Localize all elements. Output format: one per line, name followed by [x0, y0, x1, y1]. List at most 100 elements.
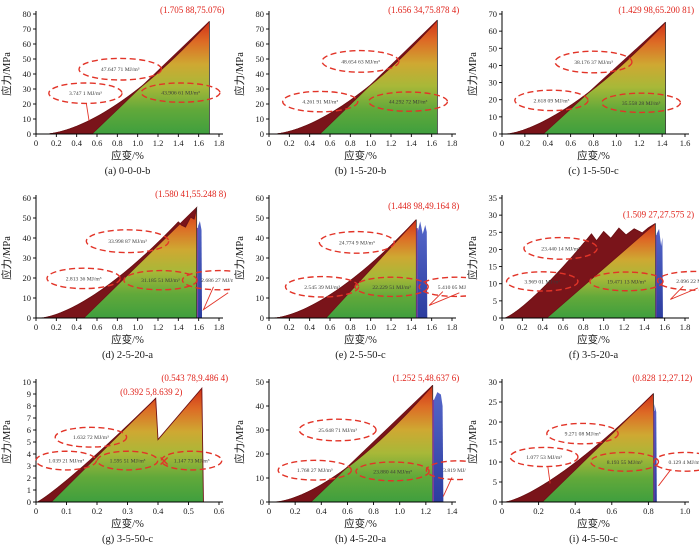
subplot-svg-a: 0 0.2 0.4 0.6 0.8 1.0 1.2 1.4 1.6 1.8 0 10 20 30 40 50 6…: [0, 5, 225, 177]
subplot-i: 0 0.2 0.4 0.6 0.8 1.0 0 5 10 15 20 25 30 应力/MPa 应变/% (i…: [466, 368, 699, 552]
subplot-d: 0 0.2 0.4 0.6 0.8 1.0 1.2 1.4 1.6 1.8 0 10 20 30 40 50 6…: [0, 184, 233, 368]
subplot-e: 0 0.2 0.4 0.6 0.8 1.0 1.2 1.4 1.6 1.8 0 10 20 30 40 50 6…: [233, 184, 466, 368]
x-tick-label: 1.8: [214, 138, 225, 148]
peak-coordinate-label: (0.392 5,8.639 2): [120, 387, 182, 397]
x-axis-title: 应变/%: [577, 333, 610, 346]
x-axis-title: 应变/%: [111, 333, 144, 346]
energy-annotation-text: 1.147 73 MJ/m³: [174, 459, 210, 465]
energy-annotation-ellipse: [282, 90, 359, 113]
energy-annotation-ellipse: [554, 50, 633, 74]
energy-annotation-text: 1.632 72 MJ/m³: [73, 435, 109, 441]
x-tick-label: 1.6: [680, 138, 691, 148]
x-tick-label: 1.6: [193, 322, 204, 332]
y-tick-label: 15: [489, 437, 498, 447]
y-tick-label: 5: [27, 437, 31, 447]
x-tick-label: 0.4: [71, 138, 82, 148]
x-tick-label: 0.4: [304, 138, 315, 148]
stress-strain-area: [274, 20, 438, 134]
subplot-b: 0 0.2 0.4 0.6 0.8 1.0 1.2 1.4 1.6 1.8 0 10 20 30 40 50 6…: [233, 0, 466, 184]
x-tick-label: 1.2: [153, 138, 164, 148]
energy-annotation-ellipse: [35, 450, 98, 471]
residual-blue-bar: [656, 228, 663, 318]
x-tick-label: 1.8: [214, 322, 225, 332]
y-tick-label: 30: [256, 84, 265, 94]
energy-annotation-ellipse: [354, 276, 429, 298]
energy-annotation-ellipse: [48, 82, 123, 105]
x-tick-label: 0.4: [542, 138, 553, 148]
peak-coordinate-label: (1.429 98,65.200 81): [618, 5, 694, 15]
energy-annotation-text: 33.998 87 MJ/m³: [108, 239, 147, 245]
stress-strain-curve: [504, 223, 656, 319]
energy-annotation-ellipse: [546, 422, 619, 445]
y-tick-label: 50: [489, 43, 498, 53]
energy-annotation-text: 25.648 71 MJ/m³: [318, 428, 357, 434]
subplot-caption: (i) 4-5-50-c: [569, 534, 618, 545]
x-tick-label: 0.2: [517, 322, 528, 332]
x-tick-label: 0.2: [284, 322, 295, 332]
subplot-caption: (d) 2-5-20-a: [102, 350, 153, 361]
peak-coordinate-label: (1.705 88,75.076): [160, 5, 225, 15]
x-tick-label: 1.0: [680, 506, 691, 516]
x-tick-label: 0.2: [533, 506, 544, 516]
y-tick-label: 7: [27, 413, 31, 423]
y-tick-label: 0: [260, 313, 264, 323]
x-tick-label: 1.6: [426, 322, 437, 332]
y-tick-label: 70: [489, 9, 498, 19]
subplot-caption: (e) 2-5-50-c: [335, 350, 386, 361]
energy-annotation-text: 2.545 39 MJ/m³: [304, 285, 340, 291]
residual-blue-bar: [433, 392, 444, 502]
subplot-caption: (c) 1-5-50-c: [568, 166, 619, 177]
energy-annotation-text: 3.819 MJ/m³: [443, 468, 466, 474]
x-tick-label: 1.6: [659, 322, 670, 332]
y-tick-label: 50: [23, 54, 32, 64]
stress-strain-curve: [505, 393, 654, 503]
x-tick-label: 0.4: [570, 506, 581, 516]
y-tick-label: 20: [489, 95, 498, 105]
y-tick-label: 50: [256, 213, 265, 223]
energy-annotation-text: 2.813 36 MJ/m³: [66, 276, 102, 282]
x-tick-label: 0: [500, 322, 504, 332]
y-tick-label: 60: [23, 39, 32, 49]
energy-annotation-ellipse: [509, 446, 579, 468]
y-tick-label: 0: [27, 313, 31, 323]
x-tick-label: 0: [34, 506, 38, 516]
y-tick-label: 40: [489, 60, 498, 70]
x-tick-label: 1.0: [132, 138, 143, 148]
x-axis-title: 应变/%: [344, 333, 377, 346]
x-tick-label: 0.2: [92, 506, 103, 516]
x-tick-label: 0.2: [51, 138, 62, 148]
energy-annotation-ellipse: [590, 451, 660, 472]
annotation-leader-line: [85, 103, 90, 121]
y-tick-label: 5: [493, 296, 497, 306]
x-axis-title: 应变/%: [111, 517, 144, 530]
x-tick-label: 0.4: [71, 322, 82, 332]
y-tick-label: 10: [23, 293, 32, 303]
x-tick-label: 0.6: [92, 138, 103, 148]
x-tick-label: 1.2: [153, 322, 164, 332]
y-tick-label: 50: [256, 54, 265, 64]
subplot-svg-e: 0 0.2 0.4 0.6 0.8 1.0 1.2 1.4 1.6 1.8 0 10 20 30 40 50 6…: [233, 193, 466, 361]
x-tick-label: 1.4: [639, 322, 650, 332]
energy-annotation-ellipse: [505, 271, 579, 292]
y-axis-title: 应力/MPa: [233, 420, 246, 464]
peak-coordinate-label: (1.448 98,49.164 8): [388, 201, 459, 211]
energy-annotation-ellipse: [514, 89, 589, 112]
stress-strain-area: [505, 393, 654, 502]
energy-annotation-ellipse: [181, 269, 233, 291]
stress-strain-curve: [37, 386, 204, 503]
y-tick-label: 20: [23, 273, 32, 283]
x-tick-label: 0.4: [316, 506, 327, 516]
stress-strain-curve: [275, 384, 434, 503]
subplot-svg-g: 0 0.1 0.2 0.3 0.4 0.5 0.6 0 1 2 3 4 5 6 7 8 9 10 应力/MPa 应变/…: [0, 373, 228, 545]
y-tick-label: 3: [27, 461, 31, 471]
x-tick-label: 0: [34, 322, 38, 332]
subplot-caption: (a) 0-0-0-b: [105, 166, 151, 177]
energy-annotation-ellipse: [140, 82, 221, 103]
energy-annotation-text: 3.747 1 MJ/m³: [69, 91, 102, 97]
energy-annotation-ellipse: [321, 49, 400, 73]
residual-purple-stripe: [432, 399, 435, 502]
y-tick-label: 30: [489, 210, 498, 220]
residual-blue-bar: [654, 404, 657, 502]
subplot-c: 0 0.2 0.4 0.6 0.8 1.0 1.2 1.4 1.6 0 10 20 30 40 50 60 70…: [466, 0, 699, 184]
y-tick-label: 9: [27, 389, 31, 399]
